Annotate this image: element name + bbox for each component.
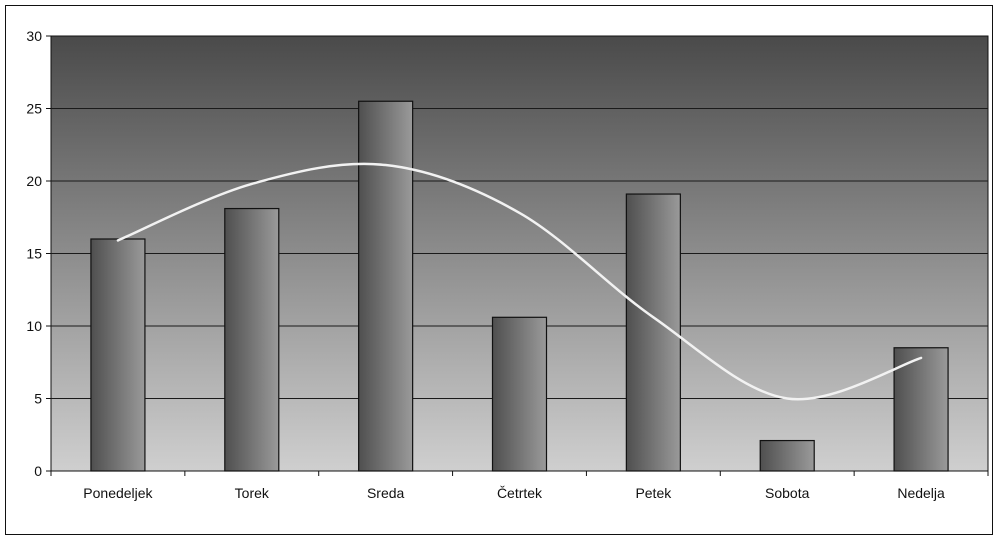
bar — [893, 347, 949, 472]
y-tick-label: 25 — [26, 101, 42, 117]
x-tick-label: Četrtek — [497, 485, 543, 501]
trend-line — [116, 162, 923, 401]
bar — [491, 316, 548, 472]
y-tick-label: 30 — [26, 28, 42, 44]
trend-line-series — [116, 162, 923, 401]
y-tick-label: 0 — [34, 463, 42, 479]
y-tick-label: 15 — [26, 246, 42, 262]
bar — [90, 238, 146, 472]
x-tick-label: Ponedeljek — [83, 485, 153, 501]
chart-frame: 0 5 10 15 20 25 30 Ponedeljek Torek Sreda Četrtek… — [5, 5, 993, 535]
x-axis: Ponedeljek Torek Sreda Četrtek Petek Sobota Ne… — [50, 471, 989, 501]
y-tick-label: 20 — [26, 173, 42, 189]
x-tick-label: Nedelja — [897, 485, 945, 501]
bar — [358, 100, 414, 472]
x-tick-label: Sreda — [367, 485, 405, 501]
y-axis: 0 5 10 15 20 25 30 — [26, 28, 51, 479]
x-tick-label: Petek — [635, 485, 672, 501]
x-tick-label: Torek — [235, 485, 270, 501]
chart-svg: 0 5 10 15 20 25 30 Ponedeljek Torek Sreda Četrtek… — [26, 28, 989, 501]
bar — [224, 207, 280, 472]
y-tick-label: 5 — [34, 391, 42, 407]
bar — [625, 193, 681, 472]
bar-series — [90, 100, 949, 472]
bar — [759, 439, 815, 472]
x-tick-label: Sobota — [765, 485, 810, 501]
y-tick-label: 10 — [26, 318, 42, 334]
